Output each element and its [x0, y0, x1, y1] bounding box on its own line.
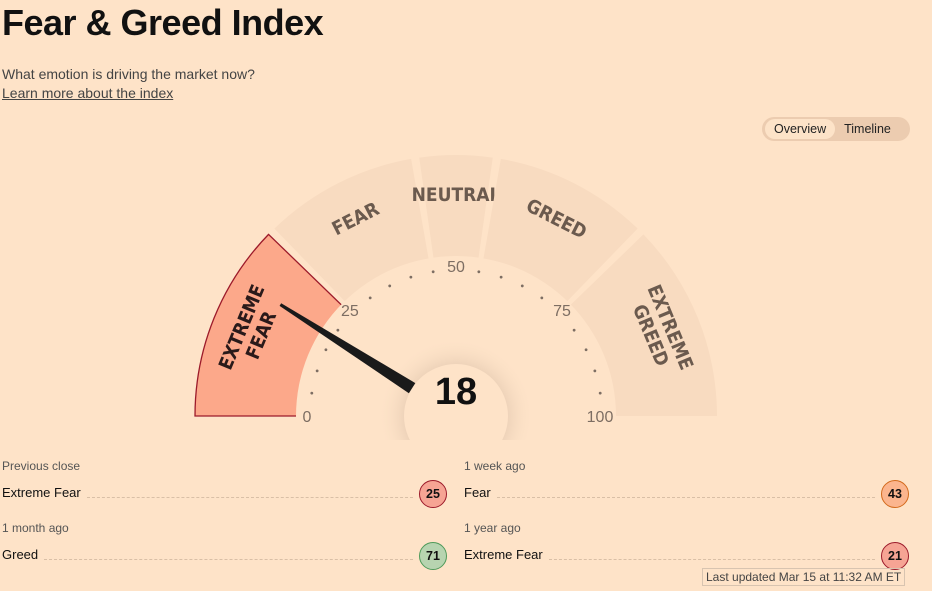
gauge-tick-dot: [572, 328, 576, 332]
stat-period: 1 month ago: [2, 521, 69, 535]
center-disc: [404, 364, 508, 440]
gauge-tick-label: 25: [341, 303, 359, 320]
learn-more-link[interactable]: Learn more about the index: [2, 85, 174, 101]
stat-rating: Fear: [464, 484, 491, 500]
gauge-tick-dot: [324, 348, 328, 352]
gauge-needle: [279, 303, 416, 394]
gauge-segment-label: EXTREMEGREED: [623, 282, 697, 382]
last-updated: Last updated Mar 15 at 11:32 AM ET: [702, 568, 906, 586]
gauge-tick-dot: [598, 391, 602, 395]
stat-rating: Extreme Fear: [464, 546, 543, 562]
gauge-tick-dot: [336, 328, 340, 332]
stat-badge: 43: [881, 480, 909, 508]
stat-period: 1 year ago: [464, 521, 521, 535]
gauge-tick-dot: [499, 275, 503, 279]
stat-rating: Extreme Fear: [2, 484, 81, 500]
stat-period: Previous close: [2, 459, 81, 473]
gauge-tick-dot: [409, 275, 413, 279]
stat-previous-close: Previous close Extreme Fear 25: [2, 459, 447, 508]
gauge-tick-label: 75: [553, 303, 571, 320]
stat-badge: 21: [881, 542, 909, 570]
tab-overview[interactable]: Overview: [765, 119, 836, 139]
gauge-tick-dot: [431, 270, 435, 274]
tab-timeline[interactable]: Timeline: [844, 122, 891, 136]
gauge-tick-label: 50: [447, 259, 465, 276]
gauge-tick-dot: [368, 296, 372, 300]
stat-rating: Greed: [2, 546, 39, 562]
stat-period: 1 week ago: [464, 459, 526, 473]
gauge-tick-dot: [540, 296, 544, 300]
gauge-segment-neutral: [419, 154, 493, 260]
gauge-tick-dot: [520, 284, 524, 288]
gauge-segment-greed: [483, 158, 638, 303]
gauge-segment-fear: [274, 158, 429, 303]
page-title: Fear & Greed Index: [2, 2, 324, 43]
gauge-tick-label: 0: [303, 409, 312, 426]
stat-1-year: 1 year ago Extreme Fear 21: [464, 521, 909, 570]
stat-1-month: 1 month ago Greed 71: [2, 521, 447, 570]
stat-1-week: 1 week ago Fear 43: [464, 459, 909, 508]
gauge-tick-dot: [477, 270, 481, 274]
stat-badge: 25: [419, 480, 447, 508]
view-toggle: Overview Timeline: [762, 117, 910, 141]
gauge-tick-dot: [584, 348, 588, 352]
subtitle: What emotion is driving the market now?: [2, 66, 255, 82]
gauge-tick-dot: [310, 391, 314, 395]
gauge-segment-label: NEUTRAL: [412, 184, 501, 206]
gauge-value: 18: [435, 371, 477, 413]
gauge-tick-label: 100: [587, 409, 614, 426]
gauge-segment-extreme-greed: [569, 234, 717, 416]
gauge-tick-dot: [315, 369, 319, 373]
gauge-tick-dot: [388, 284, 392, 288]
gauge-tick-dot: [593, 369, 597, 373]
stat-badge: 71: [419, 542, 447, 570]
